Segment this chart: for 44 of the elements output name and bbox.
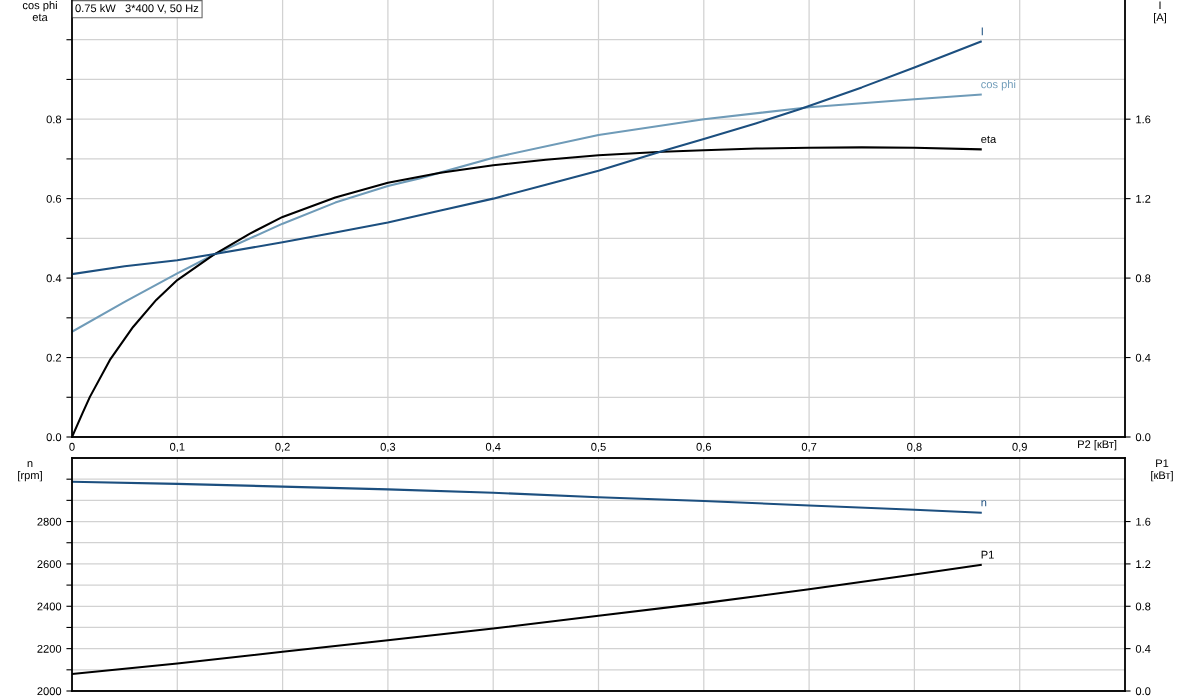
x-tick-label: 0,1 (170, 442, 185, 453)
y2-tick-label: 1.2 (1136, 194, 1151, 203)
y-tick-label: 0.0 (46, 433, 62, 442)
y-tick-label: 2200 (37, 644, 62, 653)
y2-tick-label: 0.4 (1135, 644, 1151, 653)
y2-tick-label: 0.8 (1135, 274, 1151, 283)
y-tick-label: 2400 (37, 602, 62, 611)
y2-tick-label: 0.4 (1135, 353, 1151, 362)
series-label: n (981, 500, 987, 507)
series-label: cos phi (981, 80, 1016, 91)
y2-tick-label: 0.0 (1135, 433, 1151, 442)
y2-axis-title: I [A] (1154, 1, 1166, 24)
y-tick-label: 2000 (37, 687, 62, 696)
y2-tick-label: 0.8 (1135, 602, 1151, 611)
x-tick-label: 0 (69, 442, 75, 451)
x-tick-label: 0,6 (696, 442, 712, 453)
x-axis-title: P2 [кВт] (1078, 440, 1117, 451)
y2-axis-title: P1 [кВт] (1151, 459, 1173, 482)
x-tick-label: 0,4 (485, 442, 501, 453)
series-label: I (981, 27, 983, 36)
x-tick-label: 0,9 (1012, 442, 1027, 453)
y2-tick-label: 1.6 (1136, 517, 1151, 526)
line-series (72, 40, 982, 276)
y-tick-label: 0.8 (46, 115, 62, 124)
chart-title: 0.75 kW 3*400 V, 50 Hz (75, 4, 199, 14)
x-tick-label: 0,3 (380, 442, 396, 453)
y-tick-label: 0.6 (46, 194, 62, 203)
x-tick-label: 0,8 (907, 442, 922, 453)
y-tick-label: 0.4 (46, 274, 62, 283)
y-tick-label: 0.2 (46, 353, 62, 362)
y-axis-title: cos phi eta (22, 1, 57, 22)
line-series (72, 480, 982, 514)
x-tick-label: 0,7 (801, 442, 817, 453)
y2-tick-label: 1.2 (1136, 560, 1151, 568)
y-tick-label: 2600 (37, 560, 62, 569)
y2-tick-label: 1.6 (1136, 115, 1151, 124)
y2-tick-label: 0.0 (1135, 687, 1151, 696)
y-tick-label: 2800 (37, 517, 62, 526)
series-label: P1 (981, 550, 994, 559)
x-tick-label: 0,5 (591, 442, 606, 453)
x-tick-label: 0,2 (275, 442, 290, 453)
series-label: eta (981, 135, 997, 144)
line-series (72, 93, 982, 333)
y-axis-title: n [rpm] (18, 461, 42, 482)
